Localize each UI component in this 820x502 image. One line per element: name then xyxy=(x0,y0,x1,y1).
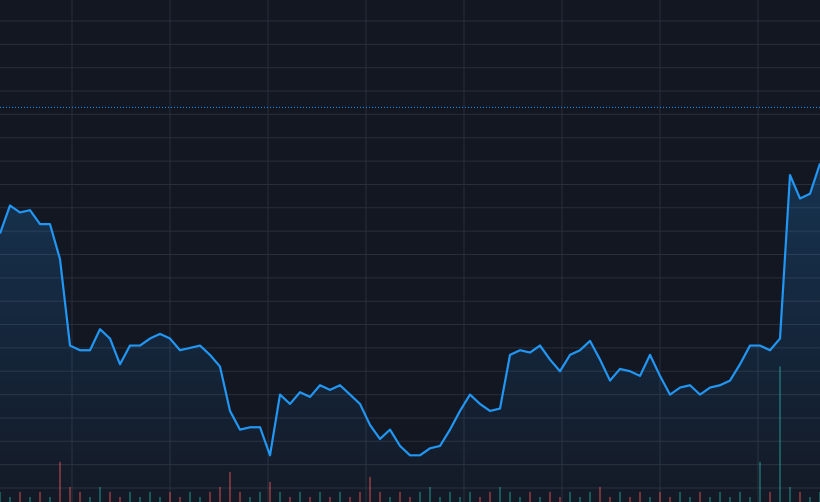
price-series-line xyxy=(0,163,820,457)
area xyxy=(0,163,820,502)
